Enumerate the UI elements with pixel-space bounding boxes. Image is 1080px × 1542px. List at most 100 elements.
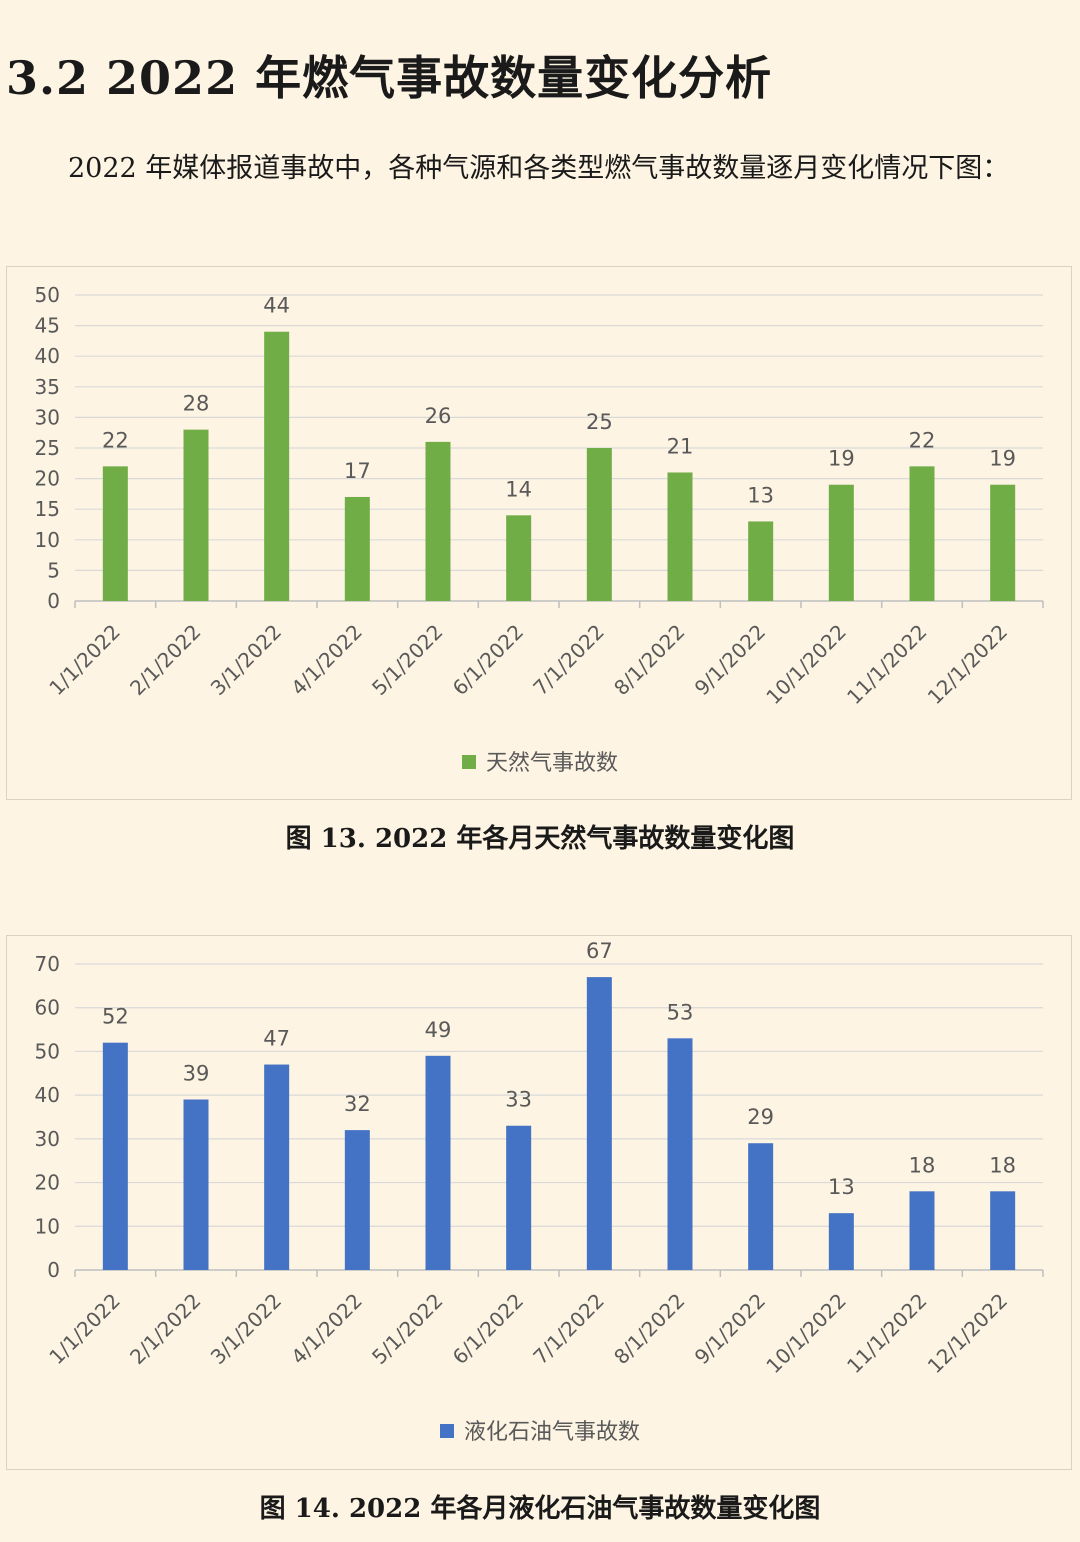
data-label: 13 xyxy=(828,1175,855,1199)
x-tick-label: 1/1/2022 xyxy=(44,1289,124,1369)
bar xyxy=(748,521,774,601)
y-tick-label: 15 xyxy=(35,497,60,521)
figure-13-caption: 图 13. 2022 年各月天然气事故数量变化图 xyxy=(285,824,795,854)
data-label: 19 xyxy=(989,447,1016,471)
data-label: 47 xyxy=(263,1027,290,1051)
x-tick-label: 10/1/2022 xyxy=(761,1289,850,1378)
y-tick-label: 35 xyxy=(35,375,60,399)
y-tick-label: 50 xyxy=(35,283,60,307)
bar xyxy=(667,1038,693,1270)
y-tick-label: 25 xyxy=(35,436,60,460)
bar xyxy=(264,1064,290,1270)
bar xyxy=(748,1143,774,1270)
data-label: 26 xyxy=(425,404,452,428)
x-tick-label: 2/1/2022 xyxy=(125,620,205,700)
data-label: 13 xyxy=(747,483,774,507)
bar xyxy=(264,331,290,601)
y-tick-label: 20 xyxy=(35,1171,60,1195)
data-label: 21 xyxy=(667,434,694,458)
bar xyxy=(102,466,128,601)
section-paragraph: 2022 年媒体报道事故中，各种气源和各类型燃气事故数量逐月变化情况下图： xyxy=(68,153,1010,184)
bar xyxy=(586,977,612,1270)
bar xyxy=(828,1213,854,1270)
y-tick-label: 40 xyxy=(35,1083,60,1107)
bar xyxy=(828,484,854,601)
data-label: 18 xyxy=(909,1153,936,1177)
bar xyxy=(183,1099,209,1270)
section-heading: 3.2 2022 年燃气事故数量变化分析 xyxy=(6,51,773,105)
data-label: 33 xyxy=(505,1088,532,1112)
y-tick-label: 0 xyxy=(47,1258,60,1282)
x-tick-label: 10/1/2022 xyxy=(761,620,850,709)
x-tick-label: 9/1/2022 xyxy=(690,1289,770,1369)
bar xyxy=(344,1130,370,1270)
data-label: 52 xyxy=(102,1005,129,1029)
y-tick-label: 60 xyxy=(35,996,60,1020)
x-tick-label: 12/1/2022 xyxy=(923,1289,1012,1378)
bar xyxy=(586,448,612,601)
lpg-bar-chart: 0 10 20 30 40 50 60 70 52 1/1/2022 39 2/1/2022 47 3/1… xyxy=(35,939,1044,1445)
data-label: 44 xyxy=(263,294,290,318)
y-tick-label: 30 xyxy=(35,1127,60,1151)
x-tick-label: 1/1/2022 xyxy=(44,620,124,700)
data-label: 32 xyxy=(344,1092,371,1116)
bar xyxy=(909,1191,935,1270)
y-tick-label: 40 xyxy=(35,344,60,368)
bar xyxy=(909,466,935,601)
natural-gas-chart-panel: 0 5 10 15 20 25 30 35 40 45 50 22 1/1/2022 28 2/1/2022… xyxy=(6,266,1072,800)
x-tick-label: 12/1/2022 xyxy=(923,620,1012,709)
bar xyxy=(425,1055,451,1270)
x-tick-label: 11/1/2022 xyxy=(842,620,931,709)
x-tick-label: 6/1/2022 xyxy=(448,1289,528,1369)
x-tick-label: 9/1/2022 xyxy=(690,620,770,700)
data-label: 22 xyxy=(102,428,129,452)
x-tick-label: 8/1/2022 xyxy=(609,1289,689,1369)
y-tick-label: 5 xyxy=(47,558,60,582)
y-tick-label: 70 xyxy=(35,952,60,976)
legend-swatch xyxy=(462,755,476,769)
x-tick-label: 7/1/2022 xyxy=(528,620,608,700)
bar xyxy=(667,472,693,601)
x-tick-label: 5/1/2022 xyxy=(367,1289,447,1369)
y-tick-label: 45 xyxy=(35,314,60,338)
y-tick-label: 0 xyxy=(47,589,60,613)
data-label: 17 xyxy=(344,459,371,483)
x-tick-label: 7/1/2022 xyxy=(528,1289,608,1369)
lpg-chart-panel: 0 10 20 30 40 50 60 70 52 1/1/2022 39 2/1/2022 47 3/1… xyxy=(6,935,1072,1470)
data-label: 53 xyxy=(667,1000,694,1024)
natural-gas-bar-chart: 0 5 10 15 20 25 30 35 40 45 50 22 1/1/2022 28 2/1/2022… xyxy=(35,283,1044,776)
y-tick-label: 30 xyxy=(35,405,60,429)
y-tick-label: 50 xyxy=(35,1039,60,1063)
legend-label: 天然气事故数 xyxy=(486,751,618,776)
legend-swatch xyxy=(440,1424,454,1438)
data-label: 22 xyxy=(909,428,936,452)
data-label: 29 xyxy=(747,1105,774,1129)
bar xyxy=(990,1191,1016,1270)
y-tick-label: 10 xyxy=(35,528,60,552)
bar xyxy=(506,1125,532,1270)
bar xyxy=(990,484,1016,601)
x-tick-label: 4/1/2022 xyxy=(286,620,366,700)
data-label: 14 xyxy=(505,477,532,501)
data-label: 49 xyxy=(425,1018,452,1042)
y-tick-label: 20 xyxy=(35,467,60,491)
x-tick-label: 6/1/2022 xyxy=(448,620,528,700)
x-tick-label: 8/1/2022 xyxy=(609,620,689,700)
bar xyxy=(102,1042,128,1270)
x-tick-label: 11/1/2022 xyxy=(842,1289,931,1378)
bar xyxy=(506,515,532,601)
y-tick-label: 10 xyxy=(35,1214,60,1238)
data-label: 18 xyxy=(989,1153,1016,1177)
data-label: 19 xyxy=(828,447,855,471)
bar xyxy=(183,429,209,601)
figure-14-caption: 图 14. 2022 年各月液化石油气事故数量变化图 xyxy=(259,1494,821,1524)
x-tick-label: 5/1/2022 xyxy=(367,620,447,700)
legend-label: 液化石油气事故数 xyxy=(464,1420,640,1445)
x-tick-label: 3/1/2022 xyxy=(206,620,286,700)
data-label: 67 xyxy=(586,939,613,963)
data-label: 39 xyxy=(183,1062,210,1086)
data-label: 25 xyxy=(586,410,613,434)
x-tick-label: 3/1/2022 xyxy=(206,1289,286,1369)
x-tick-label: 4/1/2022 xyxy=(286,1289,366,1369)
x-tick-label: 2/1/2022 xyxy=(125,1289,205,1369)
